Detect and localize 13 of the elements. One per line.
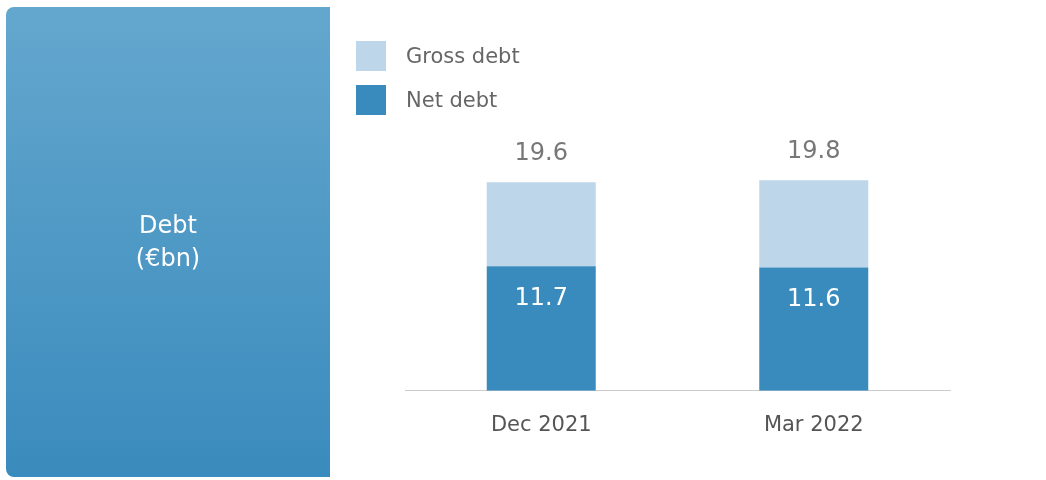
- x-tick-label: Dec 2021: [490, 411, 592, 436]
- data-label: 11.6: [787, 283, 841, 312]
- legend-label: Gross debt: [406, 44, 520, 68]
- total-label: 19.8: [787, 136, 841, 165]
- bar: [759, 267, 869, 391]
- bar: [486, 266, 596, 391]
- total-label: 19.6: [514, 138, 568, 167]
- x-tick-label: Mar 2022: [763, 411, 864, 436]
- bar: [759, 180, 869, 268]
- legend-label: Net debt: [406, 88, 498, 112]
- data-label: 11.7: [514, 282, 568, 311]
- bar: [486, 182, 596, 267]
- text: Debt (€bn): [134, 210, 202, 274]
